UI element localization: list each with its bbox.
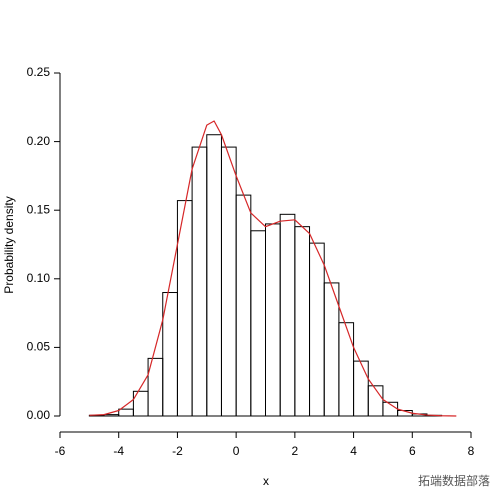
histogram-bar — [367, 385, 384, 417]
histogram-bar — [323, 282, 340, 417]
histogram-bar — [103, 414, 120, 417]
x-axis-label: x — [263, 474, 269, 488]
histogram-bar — [191, 146, 208, 417]
histogram-bar — [250, 230, 266, 417]
histogram-bar — [294, 226, 311, 417]
histogram-bar — [338, 322, 355, 417]
histogram-bar — [118, 408, 134, 417]
x-tick-label: 6 — [409, 444, 416, 458]
x-tick-label: 4 — [350, 444, 357, 458]
y-tick-label: 0.20 — [27, 134, 51, 148]
histogram-bar — [309, 242, 325, 417]
x-tick-label: 2 — [292, 444, 299, 458]
x-tick-label: -6 — [55, 444, 66, 458]
histogram-bar — [206, 134, 222, 417]
y-tick-label: 0.25 — [27, 65, 51, 79]
y-tick-label: 0.15 — [27, 202, 51, 216]
y-tick-label: 0.00 — [27, 408, 51, 422]
density-curve — [89, 120, 457, 417]
histogram-bar — [353, 360, 369, 417]
histogram-bar — [265, 223, 281, 417]
y-tick-label: 0.05 — [27, 340, 51, 354]
histogram-bar — [235, 194, 252, 417]
x-tick-label: -4 — [113, 444, 124, 458]
x-tick-label: 0 — [233, 444, 240, 458]
x-tick-label: 8 — [468, 444, 475, 458]
watermark: 拓端数据部落 — [418, 473, 490, 488]
x-tick-label: -2 — [172, 444, 183, 458]
histogram-bar — [220, 146, 237, 417]
y-tick-label: 0.10 — [27, 271, 51, 285]
y-axis-label: Probability density — [2, 196, 16, 293]
histogram-bar — [279, 213, 296, 417]
